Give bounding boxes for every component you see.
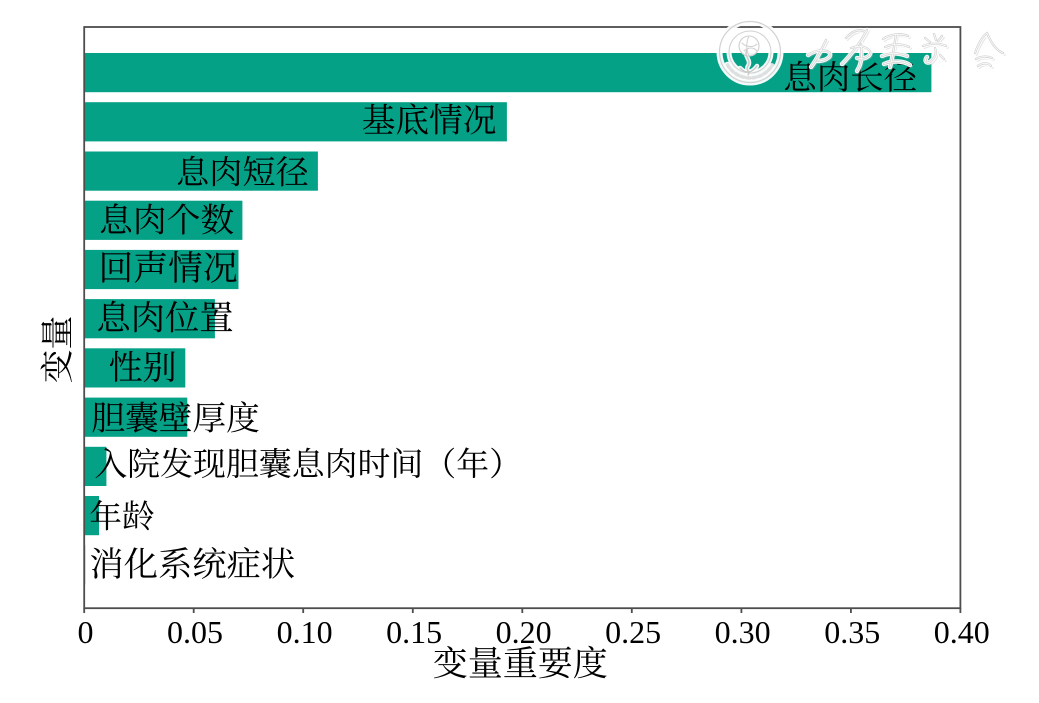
svg-text:0.15: 0.15 — [386, 614, 442, 650]
svg-text:0.35: 0.35 — [824, 614, 880, 650]
svg-text:0.10: 0.10 — [277, 614, 333, 650]
svg-text:0.30: 0.30 — [715, 614, 771, 650]
svg-text:0.25: 0.25 — [605, 614, 661, 650]
svg-text:0.05: 0.05 — [167, 614, 223, 650]
svg-text:0.40: 0.40 — [934, 614, 990, 650]
svg-text:0.20: 0.20 — [496, 614, 552, 650]
svg-text:0: 0 — [78, 614, 94, 650]
